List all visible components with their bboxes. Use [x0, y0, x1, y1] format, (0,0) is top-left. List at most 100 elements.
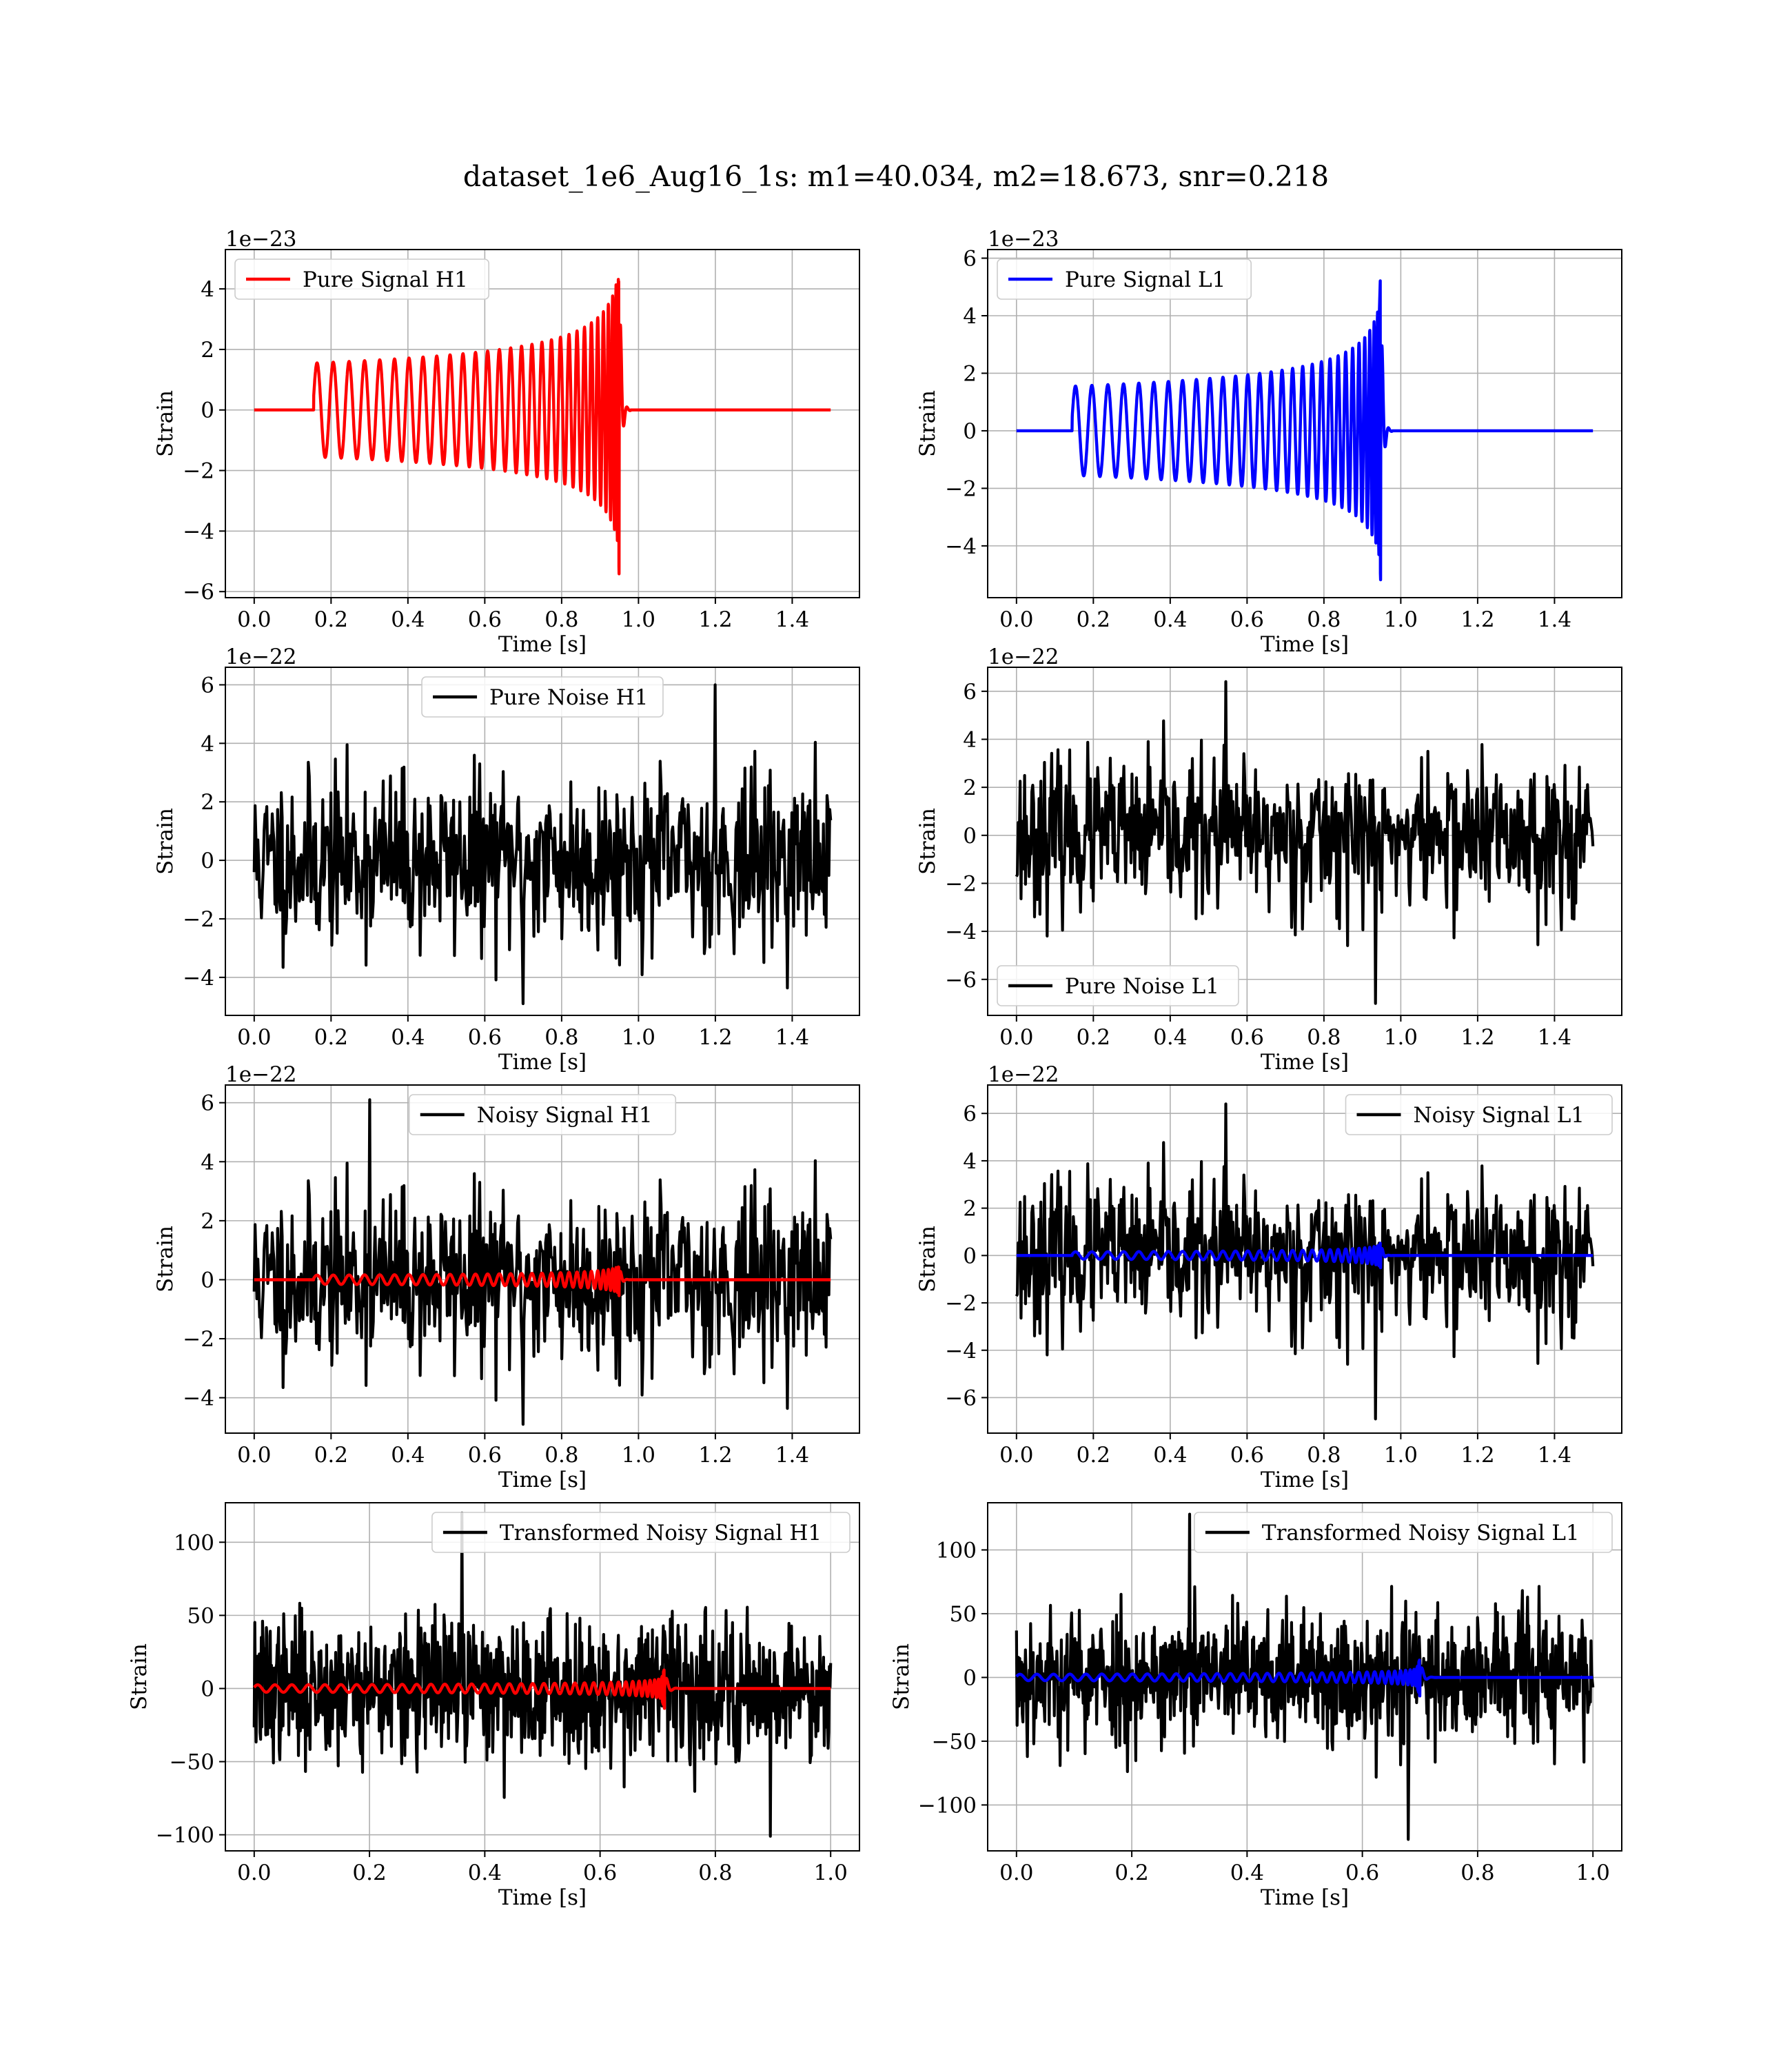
- y-axis-label: Strain: [915, 808, 940, 875]
- y-tick-label: 6: [963, 1102, 977, 1126]
- x-ticks: 0.0 0.2 0.4 0.6 0.8 1.0 1.2 1.4: [999, 1015, 1571, 1050]
- plot-area: [1015, 1102, 1595, 1421]
- x-tick-label: 0.8: [544, 1025, 578, 1050]
- y-axis-label: Strain: [153, 390, 178, 457]
- x-tick-label: 0.6: [1345, 1861, 1379, 1885]
- y-tick-label: 2: [201, 790, 214, 815]
- x-tick-label: 0.2: [1077, 607, 1110, 632]
- subplot-noisy-signal-h1: 0.0 0.2 0.4 0.6 0.8 1.0 1.2 1.4 −4 −2 0 2 4 6 Time [s]…: [153, 1062, 860, 1492]
- y-tick-label: 2: [201, 1209, 214, 1234]
- y-tick-label: 0: [201, 849, 214, 873]
- legend-box: [1194, 1512, 1613, 1553]
- x-tick-label: 0.6: [468, 1025, 502, 1050]
- x-tick-label: 0.4: [391, 607, 425, 632]
- x-tick-label: 1.0: [1384, 607, 1418, 632]
- x-tick-label: 0.2: [352, 1861, 386, 1885]
- y-tick-label: −50: [170, 1750, 214, 1775]
- x-tick-label: 1.2: [698, 1025, 732, 1050]
- x-tick-label: 1.0: [1384, 1025, 1418, 1050]
- y-tick-label: −100: [156, 1823, 214, 1848]
- x-tick-label: 0.2: [314, 1025, 348, 1050]
- y-tick-label: 2: [963, 361, 977, 386]
- y-tick-label: −6: [945, 968, 977, 993]
- legend-label: Pure Signal H1: [303, 267, 468, 292]
- x-tick-label: 1.0: [814, 1861, 848, 1885]
- x-tick-label: 1.0: [622, 607, 655, 632]
- y-tick-label: 2: [963, 1197, 977, 1221]
- y-tick-label: −4: [945, 534, 977, 559]
- grid: [225, 250, 859, 598]
- plot-area: [252, 1098, 833, 1426]
- axes-frame: [987, 249, 1622, 598]
- y-tick-label: 50: [950, 1602, 977, 1627]
- y-tick-label: −2: [183, 1327, 214, 1352]
- x-tick-label: 1.2: [698, 607, 732, 632]
- y-tick-label: −2: [945, 476, 977, 501]
- x-tick-label: 0.8: [1307, 607, 1341, 632]
- axis-scale-label: 1e−23: [988, 227, 1059, 252]
- legend-label: Transformed Noisy Signal H1: [500, 1521, 822, 1545]
- x-tick-label: 0.8: [544, 1443, 578, 1468]
- y-axis-label: Strain: [153, 1226, 178, 1292]
- x-tick-label: 1.0: [622, 1025, 655, 1050]
- y-tick-label: −50: [932, 1730, 977, 1754]
- x-tick-label: 0.2: [1077, 1443, 1110, 1468]
- legend-box: [997, 965, 1239, 1006]
- axis-scale-label: 1e−22: [225, 645, 297, 669]
- plot-area: [1015, 279, 1595, 582]
- x-tick-label: 1.4: [775, 1025, 809, 1050]
- x-tick-label: 0.4: [1230, 1861, 1264, 1885]
- y-tick-label: 50: [187, 1603, 214, 1628]
- subplot-pure-noise-h1: 0.0 0.2 0.4 0.6 0.8 1.0 1.2 1.4 −4 −2 0 2 4 6 Time [s]…: [153, 645, 860, 1075]
- plot-area: [1015, 680, 1595, 1005]
- plot-area: [252, 683, 833, 1006]
- x-tick-label: 1.4: [1538, 1025, 1571, 1050]
- x-tick-label: 0.0: [999, 1861, 1033, 1885]
- series-line-1: [252, 1668, 833, 1710]
- series-line-0: [252, 278, 833, 576]
- x-tick-label: 0.2: [314, 607, 348, 632]
- x-axis-label: Time [s]: [498, 1468, 587, 1492]
- subplot-pure-signal-h1: 0.0 0.2 0.4 0.6 0.8 1.0 1.2 1.4 −6 −4 −2 0 2 4 Time [s…: [153, 227, 860, 657]
- subplot-transformed-noisy-signal-h1: 0.0 0.2 0.4 0.6 0.8 1.0 −100 −50 0 50 100 Time [s] S…: [127, 1502, 860, 1910]
- y-tick-label: −6: [945, 1386, 977, 1410]
- legend-label: Noisy Signal L1: [1414, 1103, 1585, 1128]
- legend: Transformed Noisy Signal L1: [1194, 1512, 1613, 1553]
- legend: Pure Signal L1: [997, 258, 1252, 300]
- x-tick-label: 0.8: [698, 1861, 732, 1885]
- y-tick-label: −4: [945, 1339, 977, 1364]
- y-tick-label: −100: [918, 1793, 977, 1818]
- legend-box: [997, 258, 1252, 300]
- legend-box: [421, 676, 664, 718]
- x-tick-label: 1.2: [1460, 607, 1494, 632]
- series-line-0: [1015, 279, 1595, 582]
- x-tick-label: 0.0: [999, 1443, 1033, 1468]
- axes-frame: [987, 1084, 1622, 1434]
- x-tick-label: 1.4: [1538, 1443, 1571, 1468]
- y-ticks: −6 −4 −2 0 2 4 6: [945, 1102, 988, 1410]
- y-tick-label: 2: [963, 776, 977, 800]
- legend-box: [408, 1094, 677, 1135]
- legend-label: Noisy Signal H1: [477, 1103, 653, 1128]
- x-tick-label: 0.0: [999, 607, 1033, 632]
- y-tick-label: 6: [963, 247, 977, 272]
- x-ticks: 0.0 0.2 0.4 0.6 0.8 1.0 1.2 1.4: [237, 1433, 809, 1468]
- y-ticks: −100 −50 0 50 100: [156, 1530, 225, 1848]
- x-tick-label: 0.4: [468, 1861, 502, 1885]
- x-tick-label: 0.4: [1153, 1025, 1187, 1050]
- y-tick-label: −2: [945, 1291, 977, 1316]
- legend: Pure Noise H1: [421, 676, 664, 718]
- y-tick-label: −6: [183, 580, 214, 605]
- y-tick-label: 4: [963, 304, 977, 329]
- subplot-pure-noise-l1: 0.0 0.2 0.4 0.6 0.8 1.0 1.2 1.4 −6 −4 −2 0 2 4 6 Time […: [915, 645, 1622, 1075]
- legend-box: [234, 258, 490, 300]
- y-tick-label: −4: [183, 966, 214, 991]
- x-tick-label: 0.4: [391, 1443, 425, 1468]
- series-line-1: [1015, 1659, 1595, 1698]
- legend: Pure Noise L1: [997, 965, 1239, 1006]
- legend: Pure Signal H1: [234, 258, 490, 300]
- x-tick-label: 1.4: [775, 1443, 809, 1468]
- x-tick-label: 0.8: [1307, 1025, 1341, 1050]
- subplot-pure-signal-l1: 0.0 0.2 0.4 0.6 0.8 1.0 1.2 1.4 −4 −2 0 2 4 6 Time [s]…: [915, 227, 1622, 657]
- plot-area: [1015, 1512, 1595, 1841]
